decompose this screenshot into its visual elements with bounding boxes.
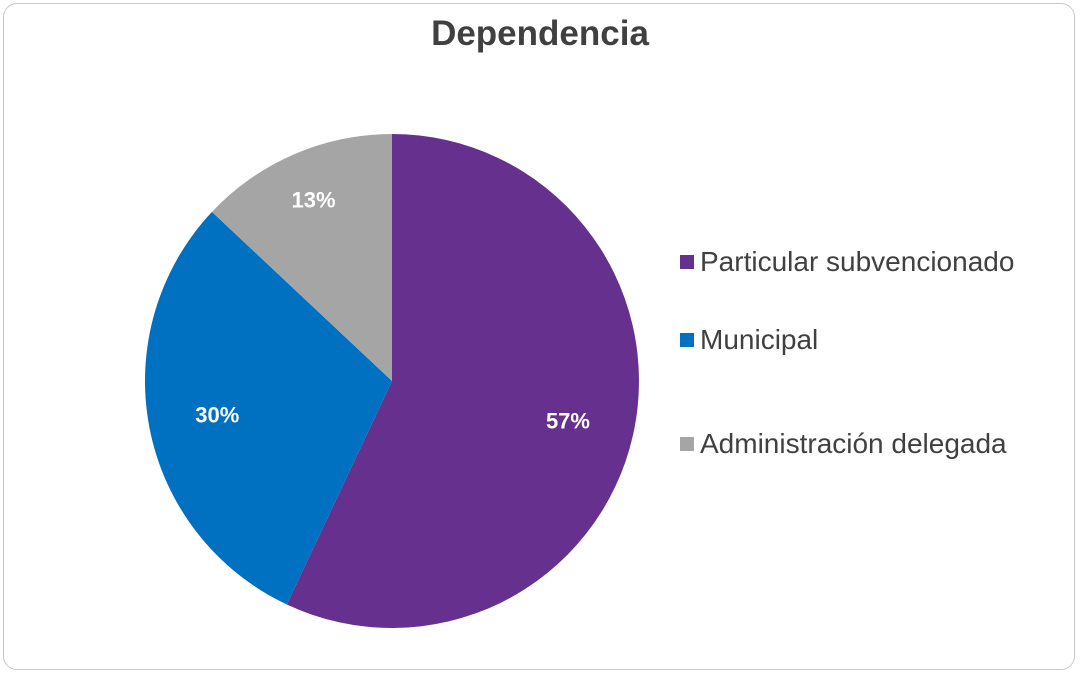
legend-swatch [680,255,694,269]
legend-item-administracion-delegada: Administración delegada [680,392,1070,496]
pie-slice-administracion-delegada [211,134,392,381]
chart-title: Dependencia [431,14,649,53]
legend-label: Municipal [700,324,819,355]
slice-label-administracion-delegada: 13% [292,188,336,213]
pie-slice-particular-subvencionado [286,134,639,629]
legend: Particular subvencionado Municipal Admin… [680,236,1070,496]
legend-label: Administración delegada [700,428,1007,459]
legend-item-particular-subvencionado: Particular subvencionado [680,236,1070,288]
slice-label-municipal: 30% [195,402,239,427]
legend-label: Particular subvencionado [700,246,1015,277]
legend-swatch [680,333,694,347]
slice-label-particular-subvencionado: 57% [546,408,590,433]
legend-item-municipal: Municipal [680,288,1070,392]
legend-swatch [680,437,694,451]
pie-slice-municipal [144,211,392,605]
